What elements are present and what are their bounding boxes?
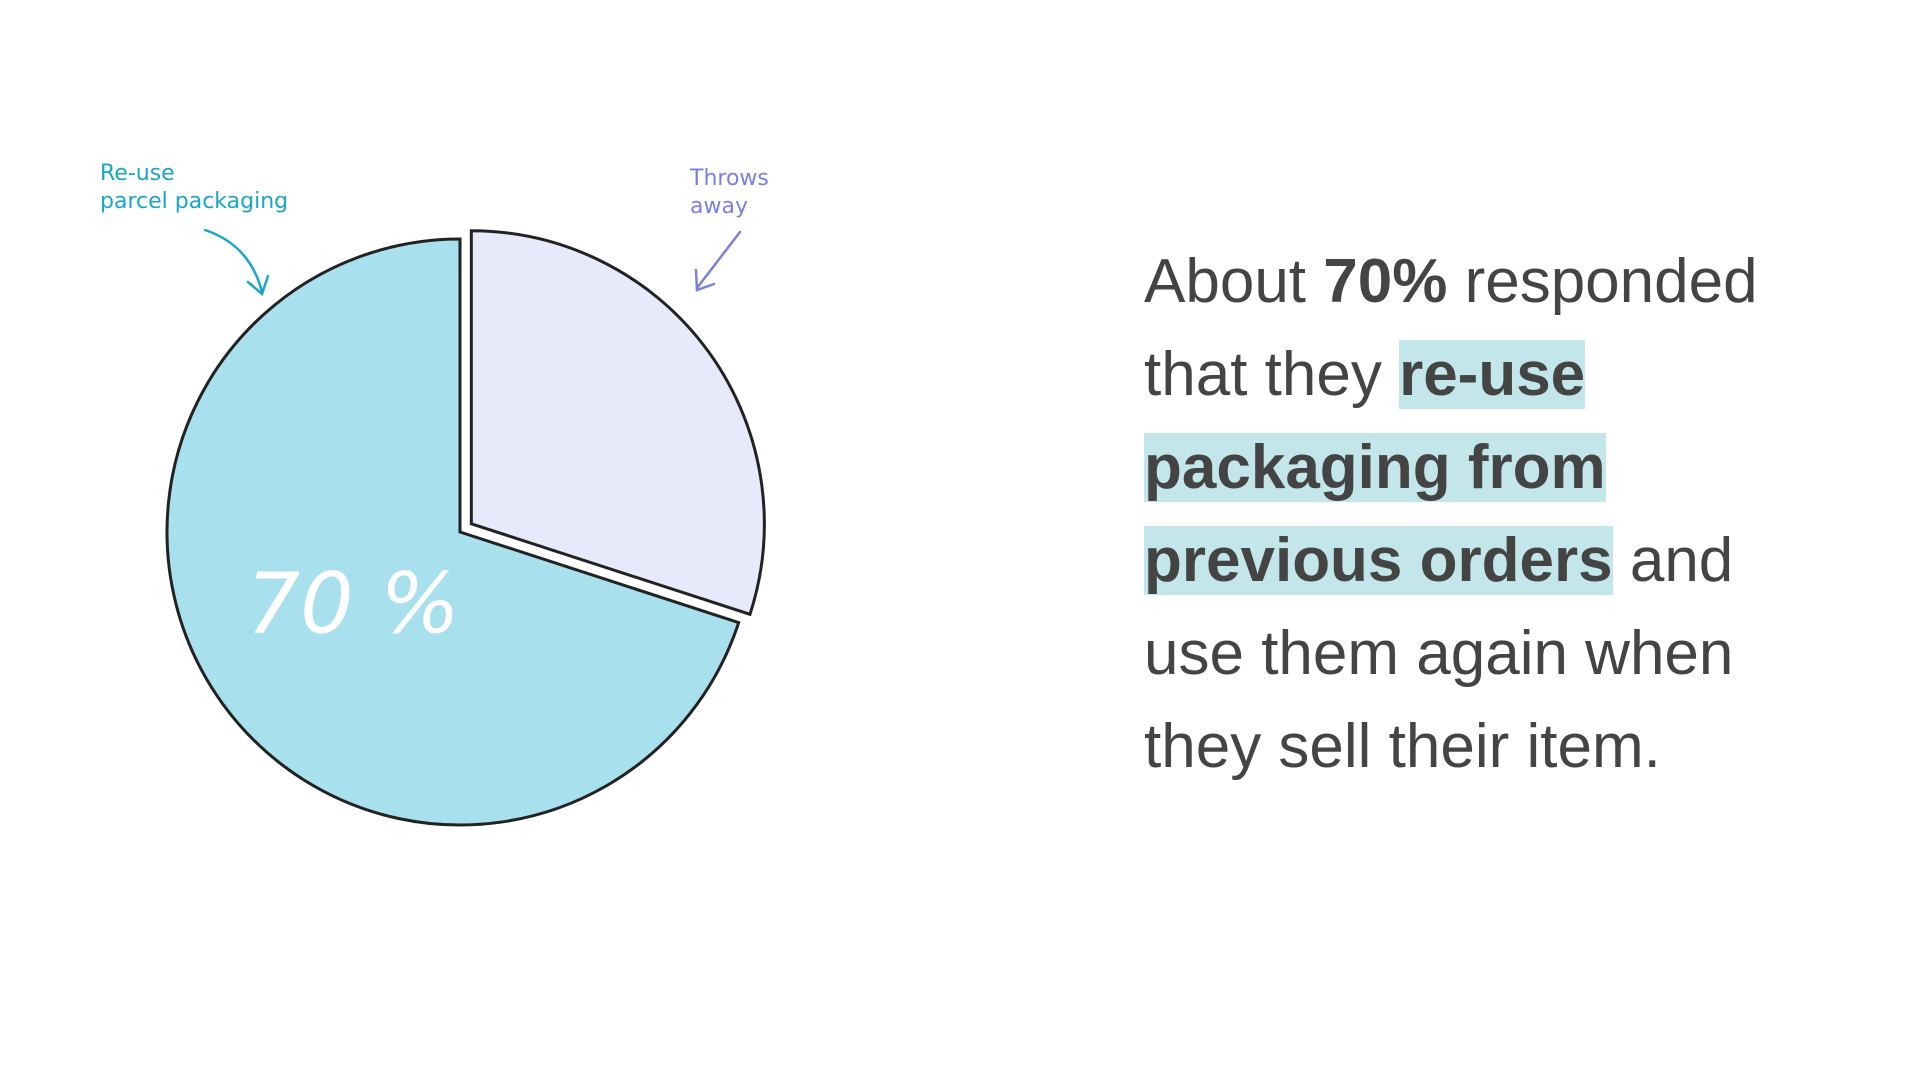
text-run: 70% [1323,247,1448,316]
text-run: and use them again when they sell their … [1144,526,1734,781]
slice-annotation: Throws away [690,166,769,219]
annotation-arrow [695,230,742,290]
description: About 70% responded that they re-use pac… [1144,235,1844,793]
text-run: About [1144,247,1324,316]
pie-slice [469,229,766,617]
text-run: re-use packaging from previous orders [1144,340,1613,595]
slice-annotation: Re-use parcel packaging [100,161,289,214]
annotation-arrow [203,228,264,294]
slice-label: 70 % [247,554,460,652]
annotation-arrow [246,274,270,297]
text-run: responded that they [1144,247,1758,409]
annotation-arrow [694,268,716,292]
highlight: re-use packaging from previous orders [1144,340,1613,595]
pie-slice [165,237,741,827]
